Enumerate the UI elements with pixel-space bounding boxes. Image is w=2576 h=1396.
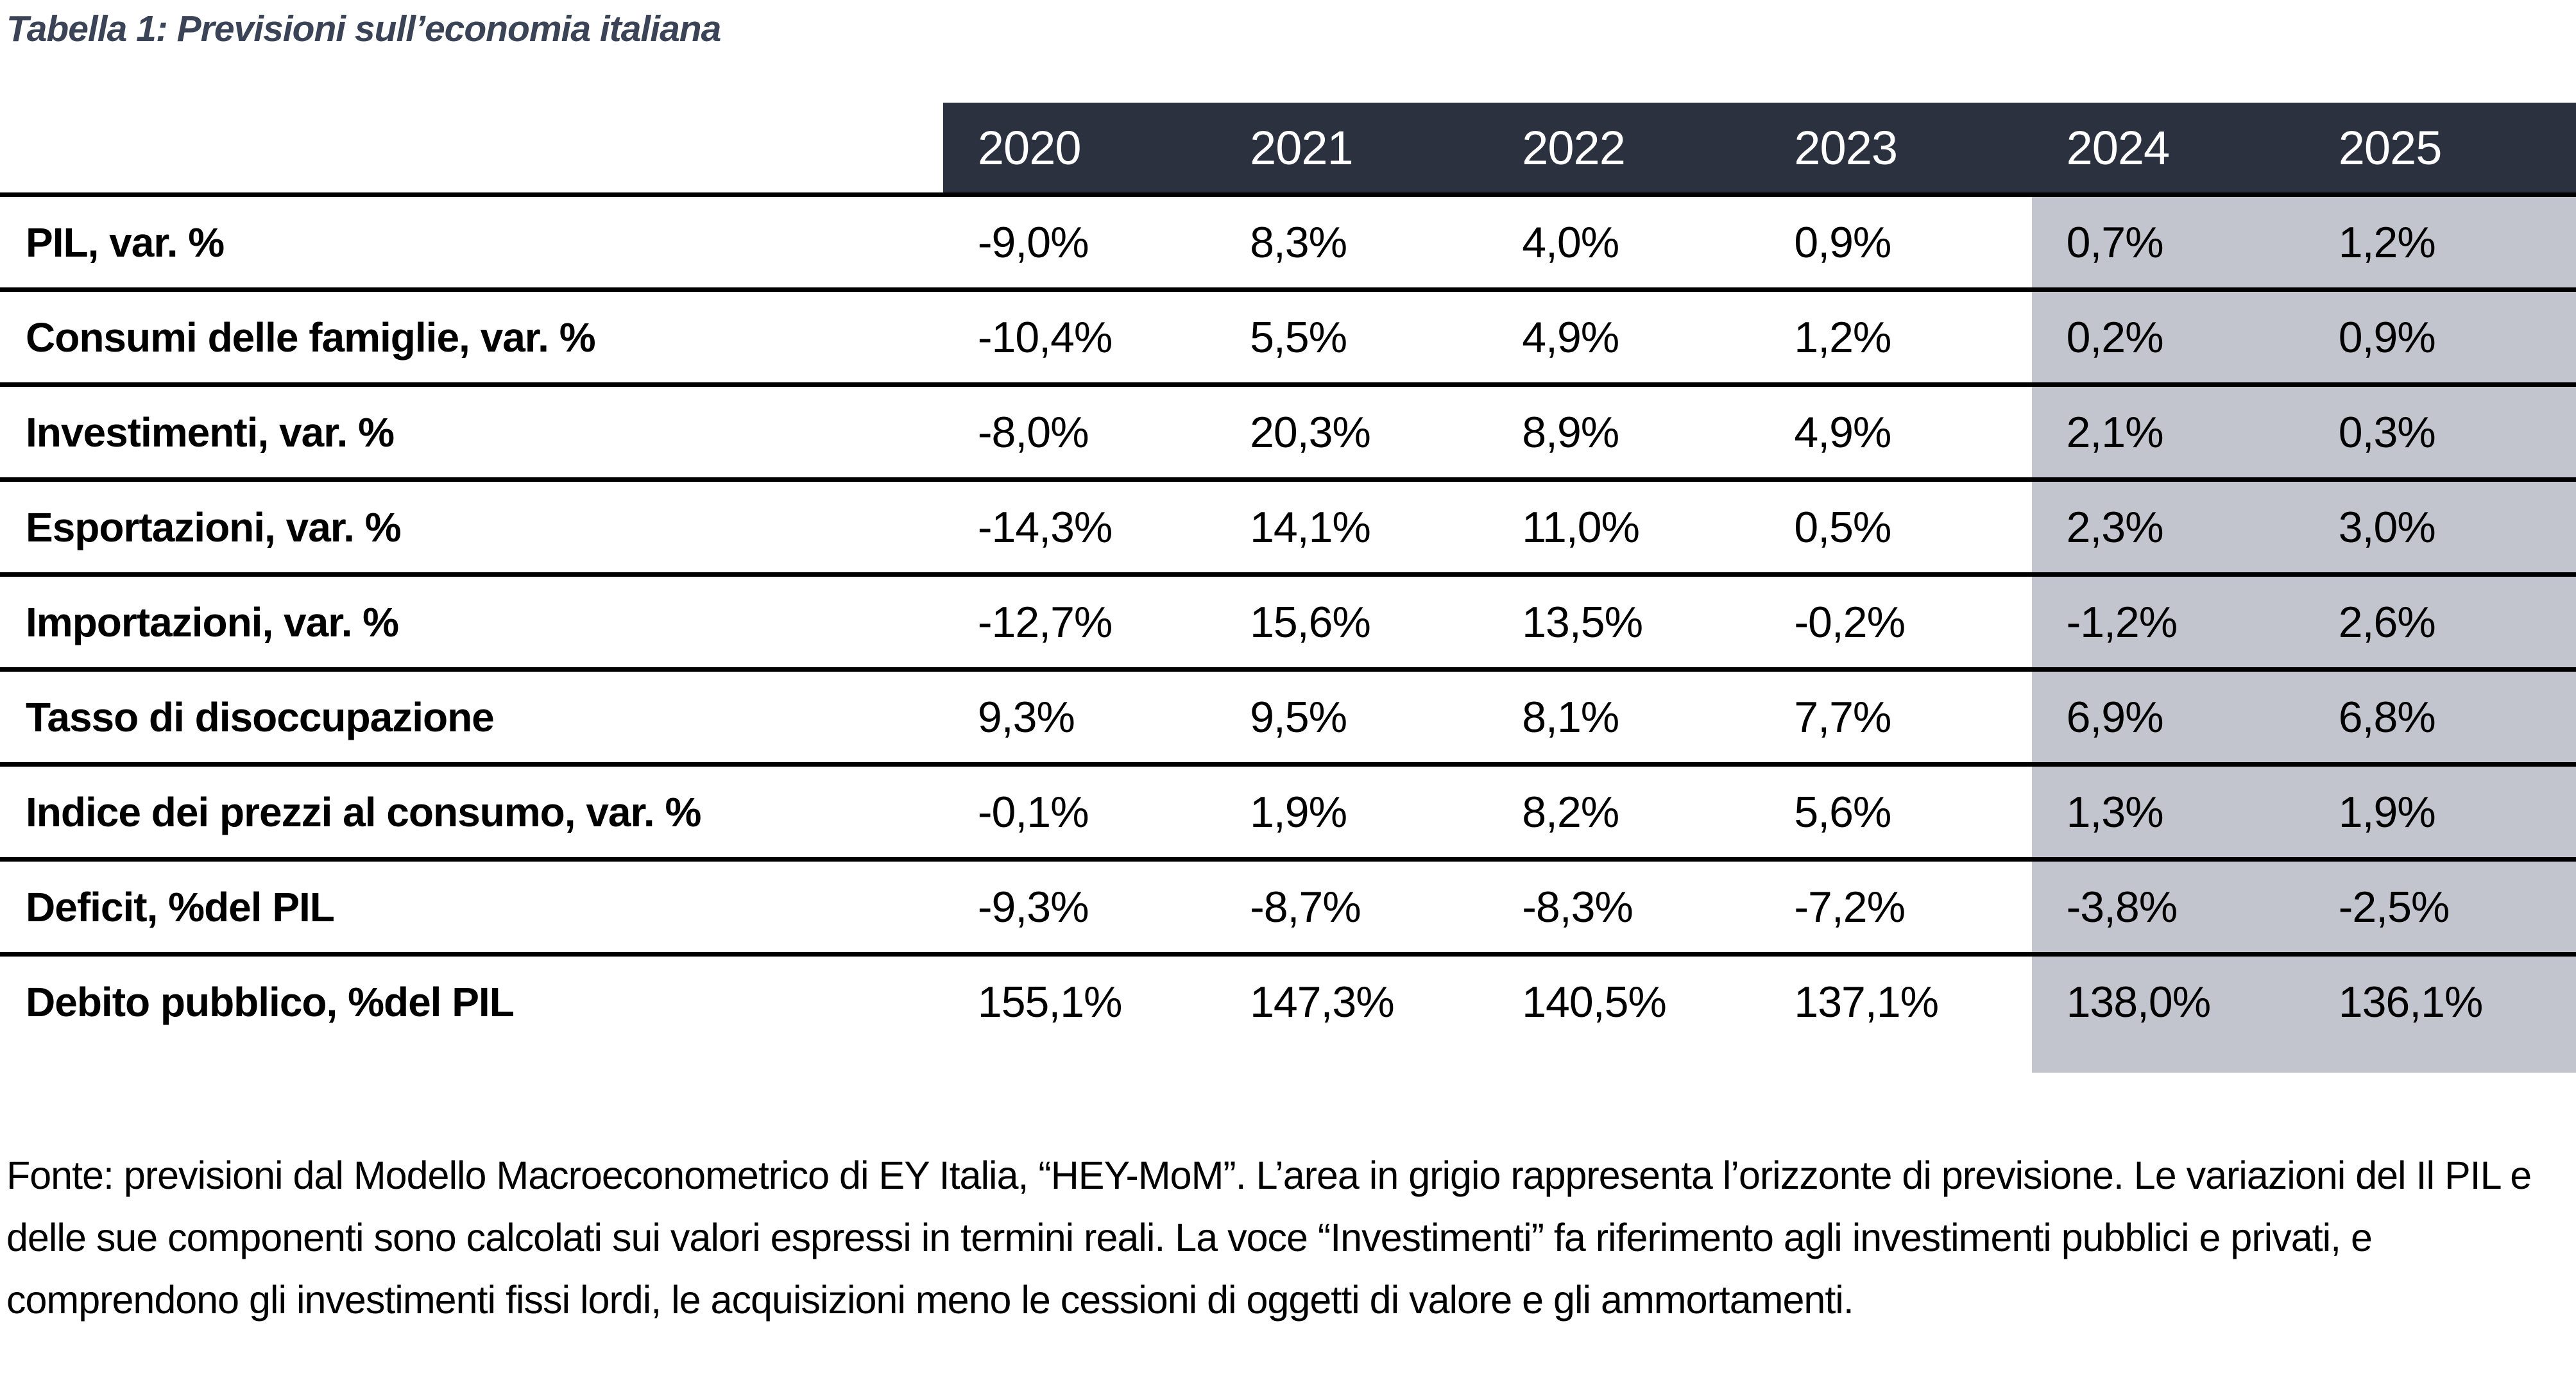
value-cell: 147,3%: [1250, 977, 1395, 1026]
value-cell: -12,7%: [977, 597, 1113, 647]
table-row: Esportazioni, var. % -14,3% 14,1% 11,0% …: [0, 477, 2576, 572]
value-cell: -9,3%: [977, 882, 1089, 932]
value-cell: 9,3%: [977, 692, 1075, 742]
table-row: PIL, var. % -9,0% 8,3% 4,0% 0,9% 0,7% 1,…: [0, 192, 2576, 287]
value-cell: -7,2%: [1794, 882, 1906, 932]
value-cell: 15,6%: [1250, 597, 1371, 647]
forecast-value-cell: -1,2%: [2031, 577, 2304, 667]
table-row: Indice dei prezzi al consumo, var. % -0,…: [0, 762, 2576, 857]
row-label: PIL, var. %: [26, 219, 225, 266]
value-cell: 0,5%: [1794, 502, 1891, 552]
header-spacer-cell: [0, 103, 943, 192]
value-cell: 1,2%: [1794, 312, 1891, 362]
value-cell: 4,9%: [1522, 312, 1619, 362]
row-label: Tasso di disoccupazione: [26, 694, 495, 740]
forecast-value-cell: 0,2%: [2031, 292, 2304, 382]
forecast-value-cell: 2,3%: [2031, 482, 2304, 572]
value-cell: 0,9%: [1794, 217, 1891, 267]
source-note: Fonte: previsioni dal Modello Macroecono…: [6, 1153, 2532, 1322]
strip-spacer: [0, 1047, 2032, 1073]
value-cell: 155,1%: [977, 977, 1123, 1026]
value-cell: 5,5%: [1250, 312, 1347, 362]
forecast-value-cell: -2,5%: [2303, 862, 2576, 952]
value-cell: 14,1%: [1250, 502, 1371, 552]
forecast-value-cell: 1,2%: [2303, 197, 2576, 287]
forecast-value-cell: 1,3%: [2031, 767, 2304, 857]
value-cell: 4,9%: [1794, 407, 1891, 457]
year-header-2022: 2022: [1487, 103, 1760, 192]
value-cell: 9,5%: [1250, 692, 1347, 742]
forecast-value-cell: 136,1%: [2303, 957, 2576, 1047]
table-row: Importazioni, var. % -12,7% 15,6% 13,5% …: [0, 572, 2576, 667]
value-cell: 1,9%: [1250, 787, 1347, 837]
value-cell: -0,2%: [1794, 597, 1906, 647]
value-cell: 5,6%: [1794, 787, 1891, 837]
value-cell: 8,2%: [1522, 787, 1619, 837]
value-cell: 11,0%: [1522, 502, 1640, 552]
value-cell: -0,1%: [977, 787, 1089, 837]
table-row: Investimenti, var. % -8,0% 20,3% 8,9% 4,…: [0, 382, 2576, 477]
value-cell: -8,7%: [1250, 882, 1361, 932]
forecast-value-cell: 2,1%: [2031, 387, 2304, 477]
year-header-2023: 2023: [1759, 103, 2032, 192]
forecast-value-cell: 0,3%: [2303, 387, 2576, 477]
year-header-2025: 2025: [2303, 103, 2576, 192]
row-label: Indice dei prezzi al consumo, var. %: [26, 788, 701, 835]
table-row: Deficit, %del PIL -9,3% -8,7% -8,3% -7,2…: [0, 857, 2576, 952]
forecast-value-cell: 0,9%: [2303, 292, 2576, 382]
strip-forecast-highlight: [2031, 1047, 2576, 1073]
forecast-value-cell: 2,6%: [2303, 577, 2576, 667]
forecast-value-cell: 6,9%: [2031, 672, 2304, 762]
value-cell: 8,9%: [1522, 407, 1619, 457]
table-row: Tasso di disoccupazione 9,3% 9,5% 8,1% 7…: [0, 667, 2576, 762]
row-label: Esportazioni, var. %: [26, 504, 402, 550]
value-cell: 4,0%: [1522, 217, 1619, 267]
table-header-row: 2020 2021 2022 2023 2024 2025: [0, 103, 2576, 192]
value-cell: 140,5%: [1522, 977, 1667, 1026]
year-header-2020: 2020: [943, 103, 1216, 192]
value-cell: 137,1%: [1794, 977, 1939, 1026]
row-label: Consumi delle famiglie, var. %: [26, 314, 596, 361]
value-cell: -14,3%: [977, 502, 1113, 552]
forecast-value-cell: 0,7%: [2031, 197, 2304, 287]
forecast-table: 2020 2021 2022 2023 2024 2025 PIL, var. …: [0, 103, 2576, 1073]
row-label: Investimenti, var. %: [26, 409, 395, 455]
row-label: Deficit, %del PIL: [26, 883, 335, 930]
row-label: Importazioni, var. %: [26, 599, 399, 645]
value-cell: 8,1%: [1522, 692, 1619, 742]
report-page: Tabella 1: Previsioni sull’economia ital…: [0, 6, 2576, 1396]
value-cell: -9,0%: [977, 217, 1089, 267]
row-label: Debito pubblico, %del PIL: [26, 978, 515, 1025]
value-cell: -10,4%: [977, 312, 1113, 362]
table-title: Tabella 1: Previsioni sull’economia ital…: [6, 8, 721, 49]
forecast-value-cell: 3,0%: [2303, 482, 2576, 572]
forecast-area-strip: [0, 1047, 2576, 1073]
forecast-value-cell: -3,8%: [2031, 862, 2304, 952]
value-cell: -8,3%: [1522, 882, 1633, 932]
value-cell: 7,7%: [1794, 692, 1891, 742]
forecast-value-cell: 6,8%: [2303, 672, 2576, 762]
value-cell: 8,3%: [1250, 217, 1347, 267]
table-row: Debito pubblico, %del PIL 155,1% 147,3% …: [0, 952, 2576, 1047]
forecast-value-cell: 1,9%: [2303, 767, 2576, 857]
value-cell: 13,5%: [1522, 597, 1643, 647]
forecast-value-cell: 138,0%: [2031, 957, 2304, 1047]
table-row: Consumi delle famiglie, var. % -10,4% 5,…: [0, 287, 2576, 382]
value-cell: -8,0%: [977, 407, 1089, 457]
value-cell: 20,3%: [1250, 407, 1371, 457]
year-header-2024: 2024: [2031, 103, 2304, 192]
year-header-2021: 2021: [1215, 103, 1488, 192]
